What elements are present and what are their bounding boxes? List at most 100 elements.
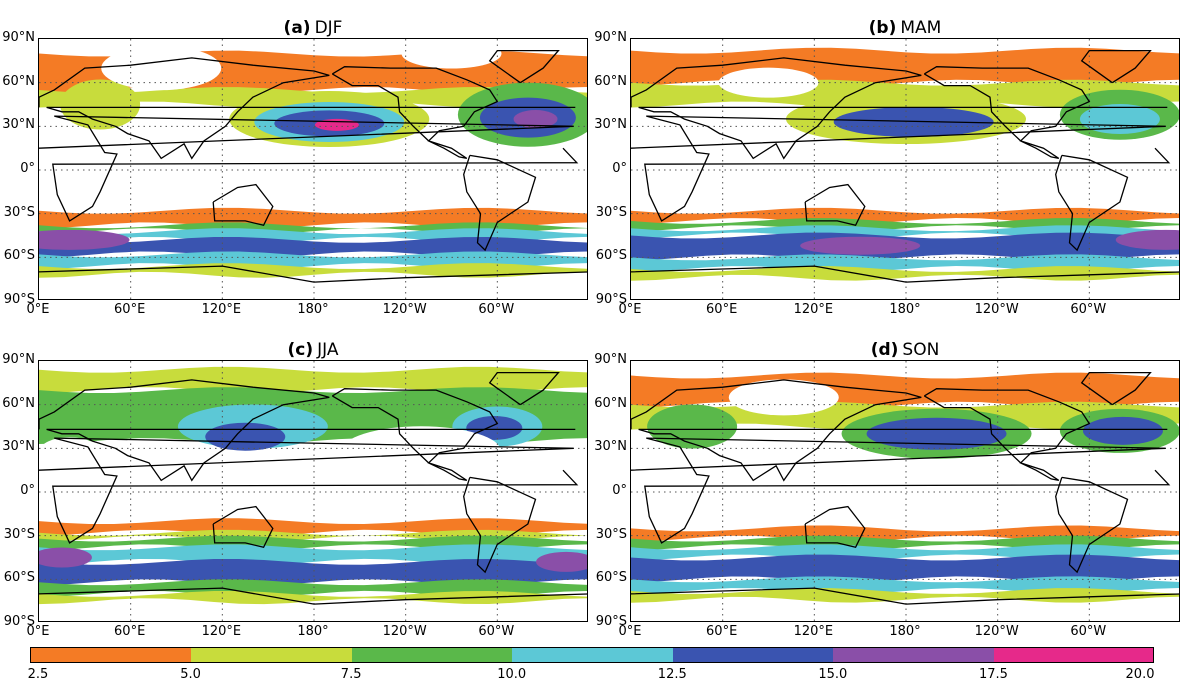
map-jja bbox=[38, 360, 588, 622]
lat-tick-label: 90°N bbox=[594, 352, 627, 367]
colorbar bbox=[30, 647, 1155, 663]
colorbar-segment bbox=[351, 647, 513, 663]
lon-tick-label: 60°E bbox=[706, 302, 738, 317]
panel-mam: (b) MAM bbox=[630, 18, 1180, 300]
namerica-outline bbox=[923, 388, 1091, 482]
lat-tick-label: 90°S bbox=[3, 614, 35, 629]
australia-outline bbox=[212, 183, 274, 227]
storm-band bbox=[39, 263, 587, 278]
panel-jja: (c) JJA bbox=[38, 340, 588, 622]
colorbar-border bbox=[30, 647, 1154, 663]
lon-tick-label: 60°E bbox=[706, 624, 738, 639]
lon-tick-label: 60°W bbox=[1070, 302, 1107, 317]
lat-tick-label: 30°S bbox=[3, 204, 35, 220]
colorbar-segment bbox=[30, 647, 192, 663]
antarctica-outline bbox=[631, 587, 1179, 605]
greenland-outline bbox=[1080, 371, 1152, 406]
lon-tick-label: 180° bbox=[297, 624, 329, 639]
panel-title-djf: (a) DJF bbox=[38, 18, 588, 38]
map-djf bbox=[38, 38, 588, 300]
storm-track-blob bbox=[536, 551, 587, 572]
australia-outline bbox=[212, 505, 274, 549]
lon-tick-label: 60°W bbox=[1070, 624, 1107, 639]
antarctica-outline bbox=[39, 265, 587, 283]
storm-band bbox=[39, 558, 587, 586]
lon-tick-label: 180° bbox=[889, 302, 921, 317]
colorbar-segment bbox=[672, 647, 834, 663]
storm-track-blob bbox=[513, 110, 558, 129]
namerica-outline bbox=[923, 66, 1091, 160]
lat-tick-label: 0° bbox=[20, 483, 35, 498]
panel-title-son: (d) SON bbox=[630, 340, 1180, 360]
lon-tick-label: 120°E bbox=[793, 302, 834, 317]
panel-title-jja: (c) JJA bbox=[38, 340, 588, 360]
panel-title-mam: (b) MAM bbox=[630, 18, 1180, 38]
lat-tick-label: 30°N bbox=[594, 117, 627, 133]
samerica-outline bbox=[463, 476, 537, 574]
lat-tick-label: 60°S bbox=[3, 248, 35, 264]
panel-season: DJF bbox=[314, 18, 343, 38]
lon-tick-label: 120°W bbox=[382, 624, 427, 639]
africa-outline bbox=[631, 115, 1171, 222]
lon-tick-label: 120°W bbox=[974, 624, 1019, 639]
storm-track-blob bbox=[1115, 229, 1179, 250]
lon-tick-label: 0°E bbox=[26, 302, 50, 317]
lon-tick-label: 0°E bbox=[26, 624, 50, 639]
lat-tick-label: 90°S bbox=[3, 292, 35, 307]
storm-track-blob bbox=[466, 415, 523, 440]
panel-tag: (c) bbox=[287, 340, 314, 360]
lat-tick-label: 30°N bbox=[2, 117, 35, 133]
lat-tick-label: 60°N bbox=[594, 73, 627, 89]
colorbar-segment bbox=[993, 647, 1155, 663]
lat-tick-label: 30°N bbox=[2, 439, 35, 455]
panel-season: SON bbox=[902, 340, 940, 360]
lon-tick-label: 60°E bbox=[114, 624, 146, 639]
greenland-outline bbox=[488, 371, 560, 406]
lat-tick-label: 90°N bbox=[594, 30, 627, 45]
storm-track-blob bbox=[39, 547, 92, 568]
samerica-outline bbox=[463, 154, 537, 252]
lon-tick-label: 60°W bbox=[478, 624, 515, 639]
eurasia-outline bbox=[631, 57, 1168, 160]
namerica-outline bbox=[331, 388, 499, 482]
lon-tick-label: 60°E bbox=[114, 302, 146, 317]
lat-tick-label: 60°N bbox=[2, 73, 35, 89]
colorbar-tick-label: 15.0 bbox=[818, 667, 848, 682]
colorbar-tick-label: 5.0 bbox=[180, 667, 201, 682]
lat-tick-label: 90°S bbox=[595, 292, 627, 307]
lat-tick-label: 30°N bbox=[594, 439, 627, 455]
lat-tick-label: 60°S bbox=[3, 570, 35, 586]
lon-tick-label: 120°W bbox=[974, 302, 1019, 317]
low-value-region bbox=[101, 46, 222, 91]
storm-track-blob bbox=[866, 417, 1007, 450]
storm-track-blob bbox=[39, 229, 130, 250]
lat-tick-label: 90°N bbox=[2, 352, 35, 367]
lon-tick-label: 120°W bbox=[382, 302, 427, 317]
storm-track-blob bbox=[800, 236, 921, 255]
lat-tick-label: 30°S bbox=[595, 204, 627, 220]
eurasia-outline bbox=[631, 379, 1168, 482]
samerica-outline bbox=[1055, 154, 1129, 252]
storm-track-blob bbox=[647, 404, 738, 449]
eurasia-outline bbox=[39, 57, 576, 160]
colorbar-tick-label: 20.0 bbox=[1125, 667, 1155, 682]
africa-outline bbox=[631, 437, 1171, 544]
storm-band bbox=[631, 554, 1179, 583]
low-value-region bbox=[401, 39, 502, 69]
africa-outline bbox=[39, 437, 579, 544]
colorbar-tick-label: 2.5 bbox=[27, 667, 49, 682]
greenland-outline bbox=[1080, 49, 1152, 84]
lon-tick-label: 0°E bbox=[618, 624, 642, 639]
low-value-region bbox=[39, 437, 100, 466]
lon-tick-label: 180° bbox=[889, 624, 921, 639]
panel-season: MAM bbox=[900, 18, 942, 38]
colorbar-segment bbox=[190, 647, 352, 663]
colorbar-segment bbox=[511, 647, 673, 663]
low-value-region bbox=[340, 426, 501, 477]
colorbar-segment bbox=[832, 647, 994, 663]
storm-band bbox=[39, 590, 587, 605]
lon-tick-label: 180° bbox=[297, 302, 329, 317]
lon-tick-label: 0°E bbox=[618, 302, 642, 317]
lon-tick-label: 120°E bbox=[201, 624, 242, 639]
antarctica-outline bbox=[39, 587, 587, 605]
